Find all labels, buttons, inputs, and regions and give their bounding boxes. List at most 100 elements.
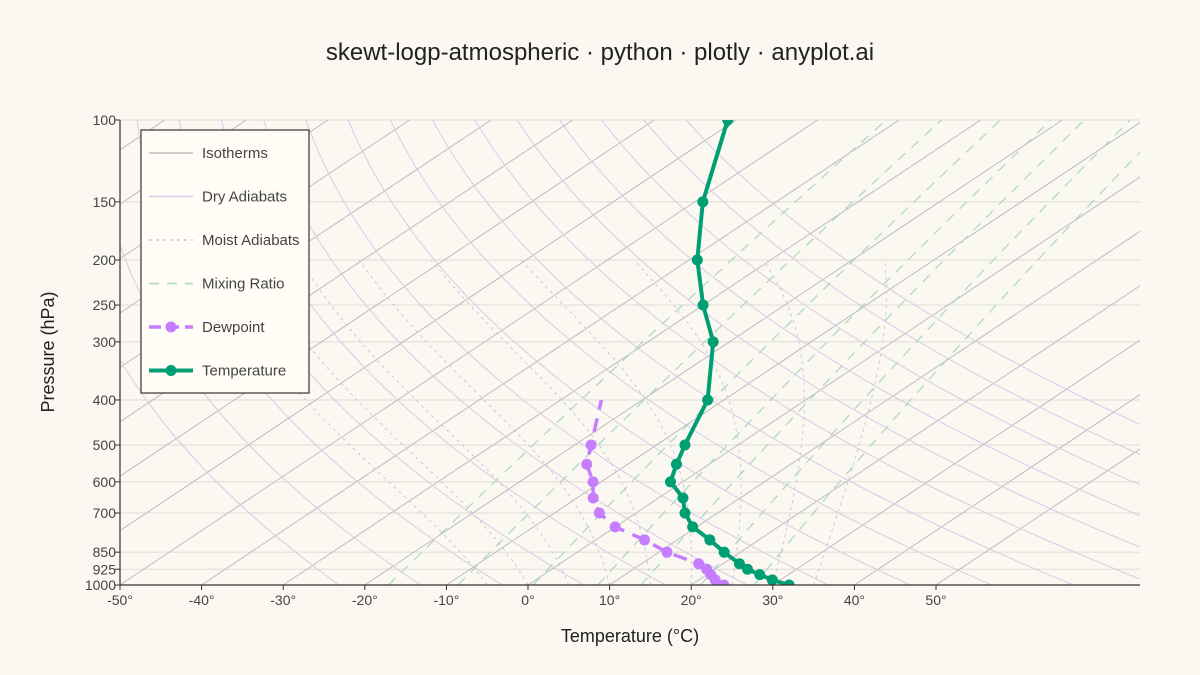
moist-adiabat-line [299,259,570,585]
chart-title: skewt-logp-atmospheric · python · plotly… [326,39,874,66]
x-axis-label: Temperature (°C) [561,626,699,646]
dry-adiabat-line [601,120,1140,486]
temperature-point [766,574,778,585]
moist-adiabat-line [358,259,611,585]
y-tick-label: 925 [93,561,117,577]
moist-adiabat-line [430,259,651,585]
temperature-point [670,458,682,470]
legend-item-temperature[interactable]: Temperature [149,363,286,380]
dewpoint-point [593,507,605,519]
isotherm-line [120,120,165,151]
moist-adiabat-line [249,259,529,585]
moist-adiabat-line [633,259,742,585]
isotherm-line [935,448,1140,585]
dewpoint-point [585,439,597,451]
x-tick-label: 20° [681,592,702,608]
dry-adiabat-line [120,359,340,585]
x-tick-label: -40° [189,592,215,608]
legend-label: Moist Adiabats [202,232,300,249]
legend-marker [165,365,177,376]
isotherm-line [446,121,1140,585]
legend-item-dry-adiabats[interactable]: Dry Adiabats [149,189,287,206]
legend-label: Dewpoint [202,319,265,336]
temperature-point [679,439,691,451]
legend-label: Mixing Ratio [202,276,285,293]
legend-box [140,129,310,394]
legend-label: Temperature [202,363,286,380]
mixing-ratio-line [597,120,1052,585]
dewpoint-point [661,546,673,558]
temperature-point [707,336,719,348]
temperature-point [697,196,709,208]
mixing-ratio-lines [387,120,1140,585]
dry-adiabat-line [432,120,1074,585]
dry-adiabat-line [643,120,1140,455]
x-tick-label: 40° [844,592,865,608]
temperature-point [679,507,691,519]
profile-series [581,120,795,585]
mixing-ratio-line [532,120,1001,585]
isotherm-line [201,120,900,585]
x-axis-ticks: -50° -40° -30° -20° -10° 0° 10° 20° 30° 40° 50° [107,585,947,608]
dewpoint-point [609,521,621,533]
isotherm-line [609,230,1140,585]
mixing-ratio-line [700,120,1131,585]
dewpoint-point [639,534,651,546]
moist-adiabat-line [520,259,693,585]
x-tick-label: -10° [433,592,459,608]
x-tick-label: 50° [925,592,946,608]
isotherm-line [120,120,247,205]
y-axis-label: Pressure (hPa) [38,291,58,412]
legend-item-mixing-ratio[interactable]: Mixing Ratio [149,276,285,293]
temperature-point [697,299,709,311]
x-tick-label: -30° [270,592,296,608]
y-tick-label: 500 [93,437,117,453]
isotherm-line [690,285,1140,585]
legend-item-dewpoint[interactable]: Dewpoint [149,319,265,336]
legend-item-moist-adiabats[interactable]: Moist Adiabats [149,232,300,249]
dry-adiabat-line [305,120,829,585]
temperature-point [754,569,766,581]
temperature-point [704,534,716,546]
mixing-ratio-line [387,120,887,585]
temperature-point [702,394,714,406]
dry-adiabat-line [474,120,1140,580]
dewpoint-line [584,399,725,585]
legend-marker [165,321,177,333]
mixing-ratio-line [457,120,942,585]
x-tick-label: -20° [352,592,378,608]
y-tick-label: 200 [93,252,117,268]
legend-item-isotherms[interactable]: Isotherms [149,145,268,162]
x-tick-label: -50° [107,592,133,608]
y-tick-label: 600 [93,474,117,490]
legend-label: Dry Adiabats [202,189,287,206]
x-tick-label: 0° [521,592,534,608]
isotherm-line [527,176,1140,585]
temperature-point [677,492,689,504]
isotherm-line [282,120,981,585]
x-tick-label: 30° [762,592,783,608]
isotherm-line [772,339,1140,585]
temperature-point [691,254,703,266]
y-tick-label: 700 [93,505,117,521]
x-tick-label: 10° [599,592,620,608]
y-tick-label: 300 [93,334,117,350]
mixing-ratio-line [753,151,1140,585]
y-tick-label: 850 [93,544,117,560]
dry-adiabat-line [516,120,1140,548]
y-tick-label: 400 [93,392,117,408]
legend[interactable]: Isotherms Dry Adiabats Moist Adiabats Mixin… [140,129,310,394]
dry-adiabat-line [263,120,748,585]
moist-adiabat-line [813,259,888,585]
mixing-ratio-line [640,120,1085,585]
temperature-point [664,476,676,488]
temperature-point [733,558,745,570]
temperature-point [687,521,699,533]
dewpoint-point [587,476,599,488]
dry-adiabat-line [685,120,1140,425]
dry-adiabat-line [558,120,1140,517]
dewpoint-point [581,458,593,470]
temperature-top-marker [722,120,733,128]
